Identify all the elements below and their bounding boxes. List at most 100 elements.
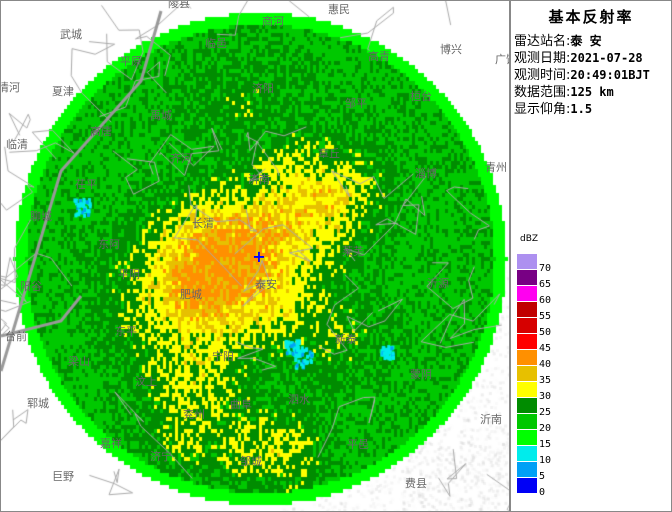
legend-swatch (517, 334, 537, 349)
legend-swatch (517, 302, 537, 317)
legend-label: 10 (539, 455, 552, 466)
legend-label: 30 (539, 391, 552, 402)
place-label: 沂南 (480, 413, 502, 426)
range-label: 数据范围: (514, 85, 571, 100)
elevation-value: 1.5 (570, 102, 593, 116)
legend-label: 45 (539, 343, 552, 354)
legend-label: 0 (539, 487, 546, 498)
range-row: 数据范围:125 km (514, 81, 614, 100)
legend-swatch (517, 254, 537, 269)
time-row: 观测时间:20:49:01BJT (514, 64, 650, 83)
time-value: 20:49:01BJT (570, 68, 650, 82)
radar-station-crosshair-icon: + (252, 247, 266, 266)
place-label: 兖州 (183, 408, 205, 421)
legend-label: 40 (539, 359, 552, 370)
place-label: 临清 (6, 138, 28, 151)
place-label: 泰安 (255, 278, 277, 291)
place-label: 临邑 (205, 37, 227, 50)
place-label: 郓城 (27, 397, 49, 410)
place-label: 梁山 (68, 355, 90, 368)
date-row: 观测日期:2021-07-28 (514, 47, 643, 66)
legend-label: 65 (539, 279, 552, 290)
legend-label: 70 (539, 263, 552, 274)
place-label: 费县 (405, 477, 427, 490)
place-label: 台前 (5, 330, 27, 343)
place-label: 泗水 (288, 393, 310, 406)
place-label: 淄博 (415, 167, 437, 180)
place-label: 肥城 (180, 288, 202, 301)
place-label: 平阴 (118, 268, 140, 281)
place-label: 济南 (248, 173, 270, 186)
place-label: 新泰 (335, 333, 357, 346)
station-value: 泰 安 (570, 34, 602, 48)
place-label: 宁阳 (212, 350, 234, 363)
place-label: 聊城 (30, 210, 52, 223)
place-label: 邹城 (240, 455, 262, 468)
legend-label: 5 (539, 471, 546, 482)
legend-swatch (517, 318, 537, 333)
legend-swatch (517, 478, 537, 493)
place-label: 禹城 (150, 109, 172, 122)
place-label: 汶上 (135, 375, 157, 388)
place-label: 博兴 (440, 43, 462, 56)
place-label: 巨野 (52, 470, 74, 483)
place-label: 长清 (192, 217, 214, 230)
date-value: 2021-07-28 (570, 51, 643, 65)
legend-swatch (517, 270, 537, 285)
legend-swatch (517, 414, 537, 429)
time-label: 观测时间: (514, 68, 571, 83)
place-label: 青州 (485, 161, 507, 174)
place-label: 曲阜 (230, 398, 252, 411)
place-label: 陵县 (168, 0, 190, 10)
place-label: 济阳 (252, 82, 274, 95)
place-label: 阳谷 (20, 280, 42, 293)
place-label: 惠民 (328, 3, 350, 16)
legend-label: 35 (539, 375, 552, 386)
legend-label: 20 (539, 423, 552, 434)
place-label: 平邑 (347, 438, 369, 451)
reflectivity-image (1, 1, 509, 511)
legend-label: 60 (539, 295, 552, 306)
place-label: 东平 (115, 325, 137, 338)
place-label: 武城 (60, 28, 82, 41)
legend-swatch (517, 350, 537, 365)
place-label: 沂源 (427, 277, 449, 290)
place-label: 章丘 (318, 147, 340, 160)
legend-label: 15 (539, 439, 552, 450)
place-label: 莱芜 (342, 245, 364, 258)
legend-swatch (517, 398, 537, 413)
legend-unit: dBZ (520, 234, 539, 244)
date-label: 观测日期: (514, 51, 571, 66)
place-label: 济宁 (150, 450, 172, 463)
place-label: 高青 (368, 50, 390, 63)
place-label: 齐河 (170, 152, 192, 165)
legend-swatch (517, 366, 537, 381)
place-label: 蒙阴 (410, 368, 432, 381)
place-label: 商河 (262, 15, 284, 28)
place-label: 广饶 (495, 53, 509, 66)
place-label: 平原 (120, 55, 142, 68)
legend-swatch (517, 382, 537, 397)
info-panel: 基本反射率 雷达站名:泰 安 观测日期:2021-07-28 观测时间:20:4… (510, 0, 672, 512)
place-label: 邹平 (345, 97, 367, 110)
elevation-row: 显示仰角:1.5 (514, 98, 592, 117)
product-title: 基本反射率 (548, 8, 634, 26)
legend-swatch (517, 286, 537, 301)
legend-label: 50 (539, 327, 552, 338)
place-label: 嘉祥 (100, 437, 122, 450)
legend-swatch (517, 446, 537, 461)
place-label: 东阿 (98, 238, 120, 251)
place-label: 夏津 (52, 85, 74, 98)
place-label: 清河 (0, 81, 20, 94)
station-row: 雷达站名:泰 安 (514, 30, 602, 49)
place-label: 高唐 (90, 125, 112, 138)
range-value: 125 km (570, 85, 614, 99)
legend-label: 25 (539, 407, 552, 418)
legend-label: 55 (539, 311, 552, 322)
legend-swatch (517, 462, 537, 477)
elevation-label: 显示仰角: (514, 102, 571, 117)
place-label: 桓台 (410, 90, 432, 103)
station-label: 雷达站名: (514, 34, 571, 49)
place-label: 茌平 (75, 178, 97, 191)
